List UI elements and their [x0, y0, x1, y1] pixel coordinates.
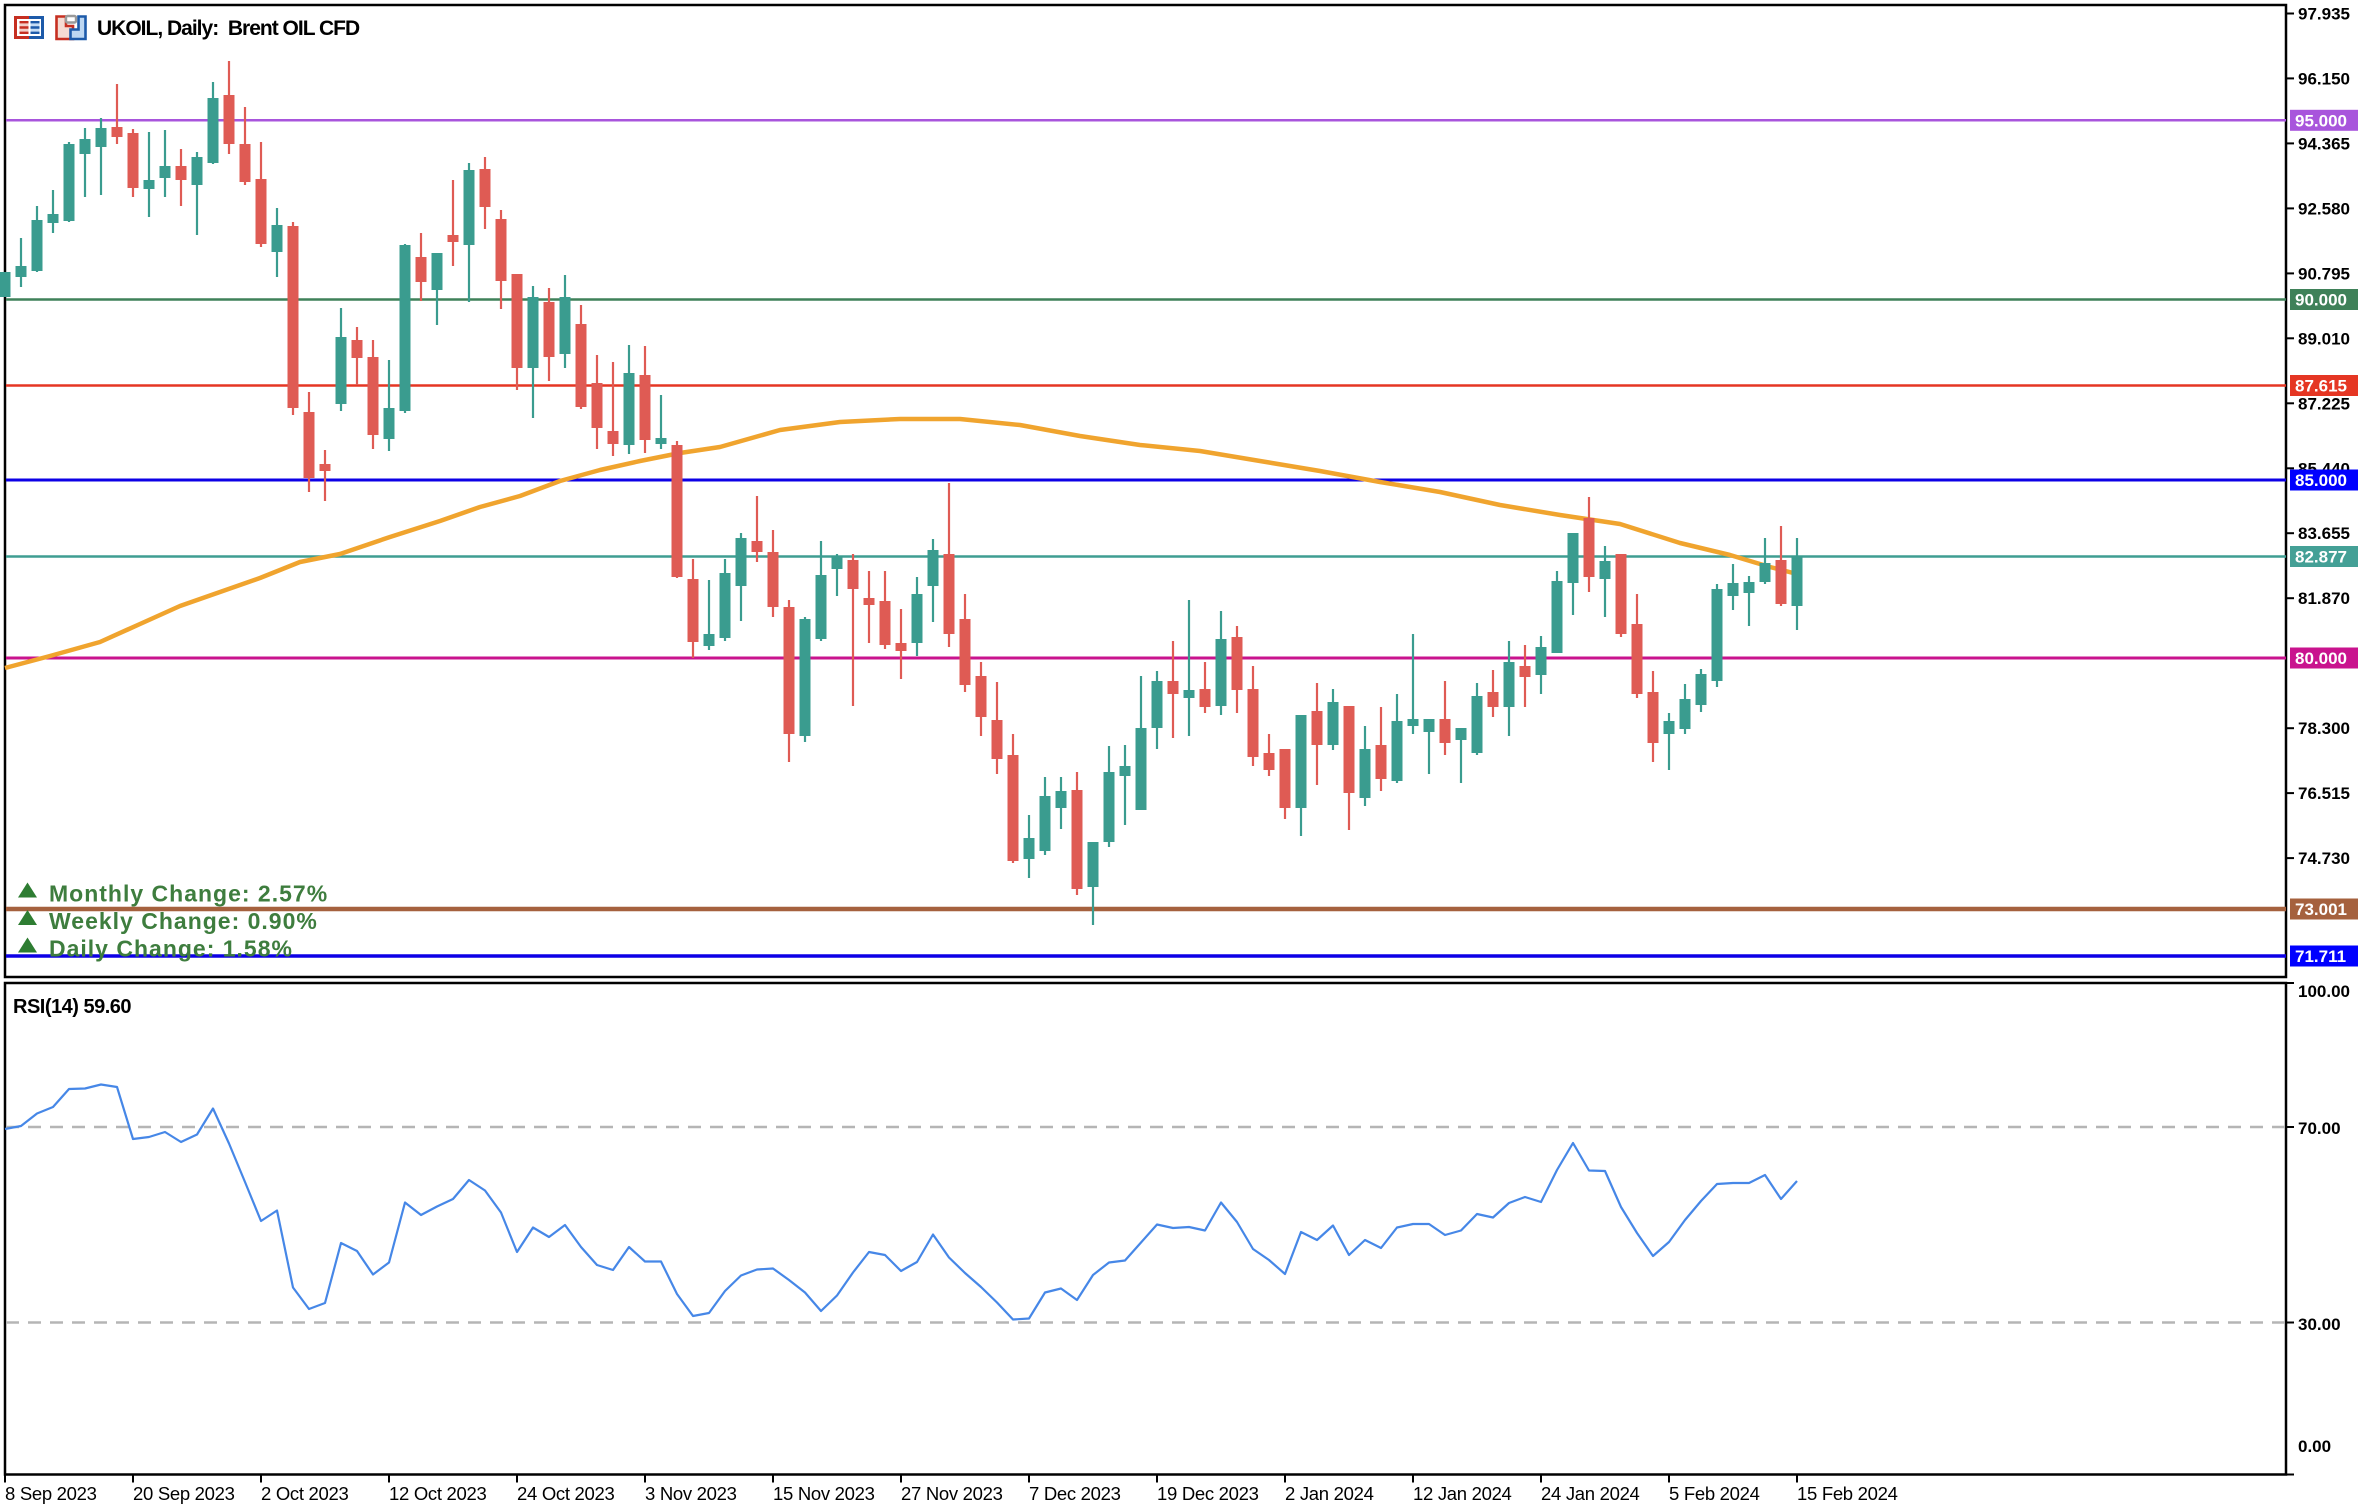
svg-text:15 Nov 2023: 15 Nov 2023	[773, 1483, 875, 1504]
svg-text:74.730: 74.730	[2298, 849, 2350, 868]
svg-text:90.795: 90.795	[2298, 264, 2350, 283]
svg-text:87.225: 87.225	[2298, 394, 2350, 413]
svg-text:UKOIL, Daily: Brent OIL CFD: UKOIL, Daily: Brent OIL CFD	[97, 17, 360, 40]
svg-text:76.515: 76.515	[2298, 784, 2350, 803]
svg-text:2 Jan 2024: 2 Jan 2024	[1285, 1483, 1374, 1504]
svg-text:100.00: 100.00	[2298, 982, 2350, 1001]
svg-text:12 Jan 2024: 12 Jan 2024	[1413, 1483, 1512, 1504]
svg-text:7 Dec 2023: 7 Dec 2023	[1029, 1483, 1121, 1504]
svg-text:90.000: 90.000	[2295, 291, 2347, 310]
svg-text:2 Oct 2023: 2 Oct 2023	[261, 1483, 349, 1504]
svg-text:12 Oct 2023: 12 Oct 2023	[389, 1483, 487, 1504]
svg-text:92.580: 92.580	[2298, 199, 2350, 218]
svg-text:83.655: 83.655	[2298, 524, 2350, 543]
svg-text:15 Feb 2024: 15 Feb 2024	[1797, 1483, 1898, 1504]
svg-text:Daily Change: 1.58%: Daily Change: 1.58%	[49, 936, 293, 962]
svg-text:0.00: 0.00	[2298, 1437, 2331, 1456]
svg-text:5 Feb 2024: 5 Feb 2024	[1669, 1483, 1760, 1504]
svg-text:Weekly Change: 0.90%: Weekly Change: 0.90%	[49, 908, 318, 934]
svg-text:27 Nov 2023: 27 Nov 2023	[901, 1483, 1003, 1504]
svg-text:70.00: 70.00	[2298, 1119, 2341, 1138]
svg-text:80.000: 80.000	[2295, 649, 2347, 668]
svg-text:24 Oct 2023: 24 Oct 2023	[517, 1483, 615, 1504]
svg-text:97.935: 97.935	[2298, 5, 2350, 24]
svg-text:19 Dec 2023: 19 Dec 2023	[1157, 1483, 1259, 1504]
svg-text:81.870: 81.870	[2298, 589, 2350, 608]
svg-text:89.010: 89.010	[2298, 329, 2350, 348]
svg-text:20 Sep 2023: 20 Sep 2023	[133, 1483, 235, 1504]
svg-text:94.365: 94.365	[2298, 134, 2350, 153]
svg-text:95.000: 95.000	[2295, 111, 2347, 130]
svg-text:73.001: 73.001	[2295, 900, 2347, 919]
svg-text:Monthly Change: 2.57%: Monthly Change: 2.57%	[49, 881, 328, 907]
svg-text:24 Jan 2024: 24 Jan 2024	[1541, 1483, 1640, 1504]
svg-text:82.877: 82.877	[2295, 548, 2347, 567]
svg-text:8 Sep 2023: 8 Sep 2023	[5, 1483, 97, 1504]
svg-text:3 Nov 2023: 3 Nov 2023	[645, 1483, 737, 1504]
svg-text:96.150: 96.150	[2298, 69, 2350, 88]
svg-text:78.300: 78.300	[2298, 719, 2350, 738]
svg-text:85.000: 85.000	[2295, 471, 2347, 490]
svg-text:87.615: 87.615	[2295, 377, 2347, 396]
svg-text:RSI(14) 59.60: RSI(14) 59.60	[13, 996, 131, 1018]
svg-text:30.00: 30.00	[2298, 1315, 2341, 1334]
svg-text:71.711: 71.711	[2295, 947, 2346, 966]
